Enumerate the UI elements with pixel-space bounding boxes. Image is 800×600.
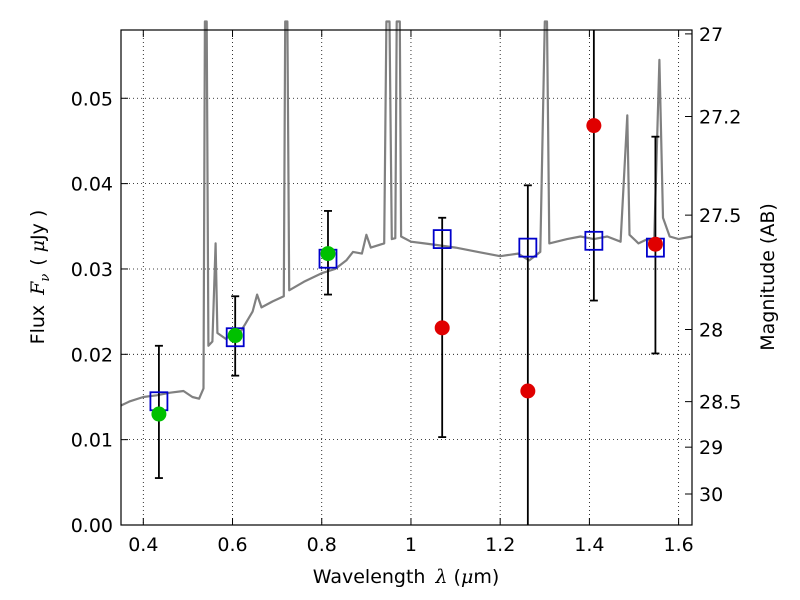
x-tick-label: 0.8	[307, 534, 337, 556]
observed-points	[151, 118, 663, 422]
y2-tick-label: 28	[699, 319, 723, 341]
observed-point-red	[520, 383, 536, 399]
y2-tick-label: 30	[699, 484, 723, 506]
y2-tick-label: 27.5	[699, 205, 741, 227]
y-tick-label: 0.03	[71, 259, 113, 281]
observed-point-red	[586, 118, 602, 134]
observed-point-detected	[227, 328, 243, 344]
y2-tick-label: 27	[699, 24, 723, 46]
x-tick-label: 0.6	[217, 534, 247, 556]
y2-tick-label: 29	[699, 437, 723, 459]
y2-tick-label: 28.5	[699, 392, 741, 414]
y2-axis-label: Magnitude (AB)	[757, 203, 779, 351]
x-tick-label: 1.6	[664, 534, 694, 556]
observed-point-detected	[320, 246, 336, 262]
model-point-box	[432, 229, 452, 249]
y-tick-label: 0.05	[71, 88, 113, 110]
plot-frame	[120, 29, 693, 526]
x-tick-label: 1.4	[574, 534, 604, 556]
y2-axis-ticks: 27 27.2 27.5 28 28.5 29 30	[685, 24, 741, 506]
x-tick-label: 0.4	[128, 534, 158, 556]
observed-point-red	[647, 236, 663, 252]
y-tick-label: 0.01	[71, 430, 113, 452]
x-tick-label: 1	[405, 534, 417, 556]
x-axis-label: Wavelength λ (μm)	[313, 566, 499, 588]
y-axis-ticks: 0.00 0.01 0.02 0.03 0.04 0.05	[71, 88, 128, 537]
observed-point-red	[434, 320, 450, 336]
observed-point-detected	[151, 406, 167, 422]
y-tick-label: 0.04	[71, 174, 113, 196]
model-point-box	[518, 237, 538, 258]
grid	[121, 30, 692, 526]
spectrum-series	[120, 20, 693, 407]
x-axis-ticks: 0.4 0.6 0.8 1 1.2 1.4 1.6	[128, 30, 694, 556]
model-point-box	[584, 230, 604, 251]
x-tick-label: 1.2	[485, 534, 515, 556]
y-tick-label: 0.00	[71, 515, 113, 537]
y2-tick-label: 27.2	[699, 107, 741, 129]
y-axis-label: FluxFν(μJy )	[27, 210, 53, 345]
y-tick-label: 0.02	[71, 344, 113, 366]
spectrum-line	[120, 20, 693, 407]
